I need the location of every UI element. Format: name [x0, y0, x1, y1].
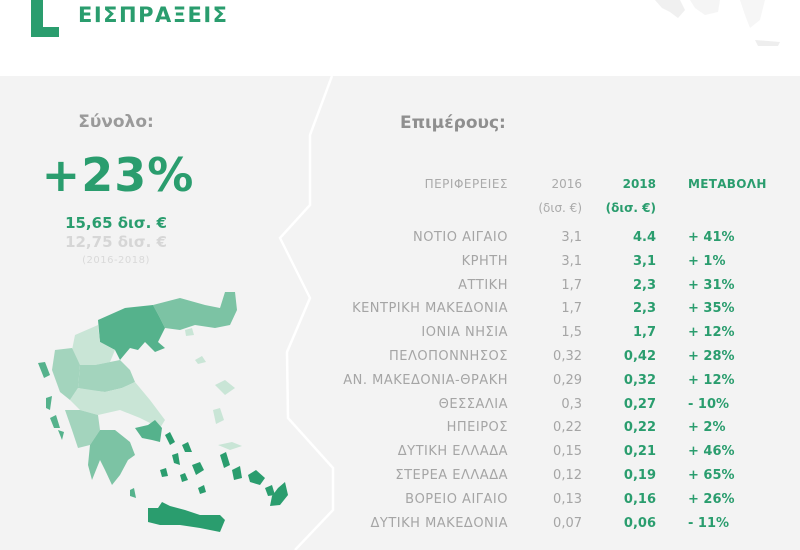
table-row: ΘΕΣΣΑΛΙΑ 0,3 0,27 - 10%	[0, 397, 800, 421]
row-value-2018: 1,7	[632, 325, 656, 341]
row-change: + 65%	[688, 468, 735, 483]
row-region: ΝΟΤΙΟ ΑΙΓΑΙΟ	[412, 230, 508, 245]
row-change: + 28%	[688, 349, 735, 364]
row-region: ΑΤΤΙΚΗ	[458, 277, 508, 293]
map-region-dytiki-makedonia	[72, 325, 115, 365]
map-region-kentriki-makedonia	[98, 305, 165, 360]
row-value-2016: 0,32	[553, 349, 582, 364]
table-row: ΙΟΝΙΑ ΝΗΣΙΑ 1,5 1,7 + 12%	[0, 325, 800, 349]
row-value-2016: 0,12	[553, 468, 582, 483]
header: ΕΙΣΠΡΑΞΕΙΣ	[0, 0, 800, 76]
map-region-ionia-nisia	[38, 362, 136, 498]
table-row: ΑΝ. ΜΑΚΕΔΟΝΙΑ-ΘΡΑΚΗ 0,29 0,32 + 12%	[0, 373, 800, 397]
row-value-2018: 0,16	[623, 491, 656, 507]
row-change: + 12%	[688, 325, 735, 341]
map-region-kriti	[148, 502, 225, 532]
table-row: ΗΠΕΙΡΟΣ 0,22 0,22 + 2%	[0, 420, 800, 444]
summary-label: Σύνολο:	[78, 112, 154, 132]
map-region-ipeiros	[52, 348, 80, 400]
column-unit-2018: (δισ. €)	[605, 201, 656, 215]
row-change: - 11%	[688, 515, 730, 531]
table-row: ΚΡΗΤΗ 3,1 3,1 + 1%	[0, 254, 800, 278]
row-value-2016: 3,1	[561, 230, 582, 245]
row-value-2016: 0,13	[553, 491, 582, 507]
greece-watermark-icon	[655, 0, 780, 46]
map-region-peloponnisos	[88, 430, 135, 485]
row-region: ΙΟΝΙΑ ΝΗΣΙΑ	[421, 325, 508, 341]
map-region-notio-aigaio	[160, 432, 288, 506]
table-row: ΝΟΤΙΟ ΑΙΓΑΙΟ 3,1 4.4 + 41%	[0, 230, 800, 254]
map-region-dytiki-ellada	[65, 410, 100, 448]
row-change: + 31%	[688, 277, 735, 293]
column-header-change: ΜΕΤΑΒΟΛΗ	[688, 177, 767, 191]
row-value-2016: 0,22	[553, 420, 582, 436]
row-region: ΗΠΕΙΡΟΣ	[446, 420, 508, 436]
row-value-2018: 4.4	[632, 230, 656, 245]
row-change: + 26%	[688, 491, 735, 507]
row-value-2018: 0,06	[623, 515, 656, 531]
table-row: ΚΕΝΤΡΙΚΗ ΜΑΚΕΔΟΝΙΑ 1,7 2,3 + 35%	[0, 301, 800, 325]
row-region: ΔΥΤΙΚΗ ΕΛΛΑΔΑ	[397, 444, 508, 460]
row-region: ΣΤΕΡΕΑ ΕΛΛΑΔΑ	[395, 468, 508, 483]
map-region-attiki	[135, 420, 162, 442]
row-value-2016: 1,5	[561, 325, 582, 341]
table-row: ΔΥΤΙΚΗ ΜΑΚΕΔΟΝΙΑ 0,07 0,06 - 11%	[0, 516, 800, 540]
row-value-2018: 0,27	[623, 396, 656, 412]
row-value-2016: 0,07	[553, 515, 582, 531]
column-header-2016: 2016	[551, 177, 582, 191]
table-row: ΑΤΤΙΚΗ 1,7 2,3 + 31%	[0, 278, 800, 302]
row-change: + 35%	[688, 301, 735, 317]
column-unit-2016: (δισ. €)	[538, 201, 582, 215]
row-value-2016: 1,7	[561, 277, 582, 293]
row-change: + 41%	[688, 230, 735, 245]
row-value-2018: 2,3	[632, 301, 656, 317]
row-value-2016: 3,1	[561, 253, 582, 269]
row-change: + 1%	[688, 253, 726, 269]
map-region-sterea-ellada	[70, 382, 165, 428]
row-value-2018: 3,1	[632, 253, 656, 269]
table-row: ΠΕΛΟΠΟΝΝΗΣΟΣ 0,32 0,42 + 28%	[0, 349, 800, 373]
row-region: ΔΥΤΙΚΗ ΜΑΚΕΔΟΝΙΑ	[370, 515, 508, 531]
greece-regions-map	[38, 292, 288, 532]
row-region: ΒΟΡΕΙΟ ΑΙΓΑΙΟ	[405, 491, 508, 507]
row-value-2018: 2,3	[632, 277, 656, 293]
table-row: ΔΥΤΙΚΗ ΕΛΛΑΔΑ 0,15 0,21 + 46%	[0, 444, 800, 468]
row-region: ΘΕΣΣΑΛΙΑ	[438, 396, 508, 412]
table-row: ΣΤΕΡΕΑ ΕΛΛΑΔΑ 0,12 0,19 + 65%	[0, 468, 800, 492]
row-region: ΑΝ. ΜΑΚΕΔΟΝΙΑ-ΘΡΑΚΗ	[343, 372, 508, 388]
summary-period: (2016-2018)	[82, 255, 150, 266]
map-region-thessalia	[78, 360, 135, 392]
logo-l-icon	[31, 0, 59, 37]
summary-value-2016: 12,75 δισ. €	[65, 233, 167, 251]
row-value-2016: 0,15	[553, 444, 582, 460]
page-title: ΕΙΣΠΡΑΞΕΙΣ	[78, 3, 229, 27]
row-change: + 2%	[688, 420, 726, 436]
column-header-2018: 2018	[622, 177, 656, 191]
row-value-2018: 0,22	[623, 420, 656, 436]
row-region: ΠΕΛΟΠΟΝΝΗΣΟΣ	[388, 349, 508, 364]
summary-value-2018: 15,65 δισ. €	[65, 214, 167, 232]
row-region: ΚΕΝΤΡΙΚΗ ΜΑΚΕΔΟΝΙΑ	[352, 301, 508, 317]
row-value-2018: 0,19	[623, 468, 656, 483]
summary-change: +23%	[41, 148, 195, 202]
row-region: ΚΡΗΤΗ	[461, 253, 508, 269]
column-header-region: ΠΕΡΙΦΕΡΕΙΕΣ	[424, 177, 508, 191]
row-value-2018: 0,42	[623, 349, 656, 364]
row-value-2016: 0,3	[561, 396, 582, 412]
map-region-voreio-aigaio	[185, 328, 242, 450]
row-value-2018: 0,32	[623, 372, 656, 388]
detail-label: Επιμέρους:	[400, 113, 506, 133]
row-value-2016: 0,29	[553, 372, 582, 388]
row-value-2018: 0,21	[623, 444, 656, 460]
table-row: ΒΟΡΕΙΟ ΑΙΓΑΙΟ 0,13 0,16 + 26%	[0, 492, 800, 516]
row-change: + 46%	[688, 444, 735, 460]
row-value-2016: 1,7	[561, 301, 582, 317]
map-region-an-makedonia-thraki	[153, 292, 237, 330]
row-change: + 12%	[688, 372, 735, 388]
row-change: - 10%	[688, 396, 730, 412]
